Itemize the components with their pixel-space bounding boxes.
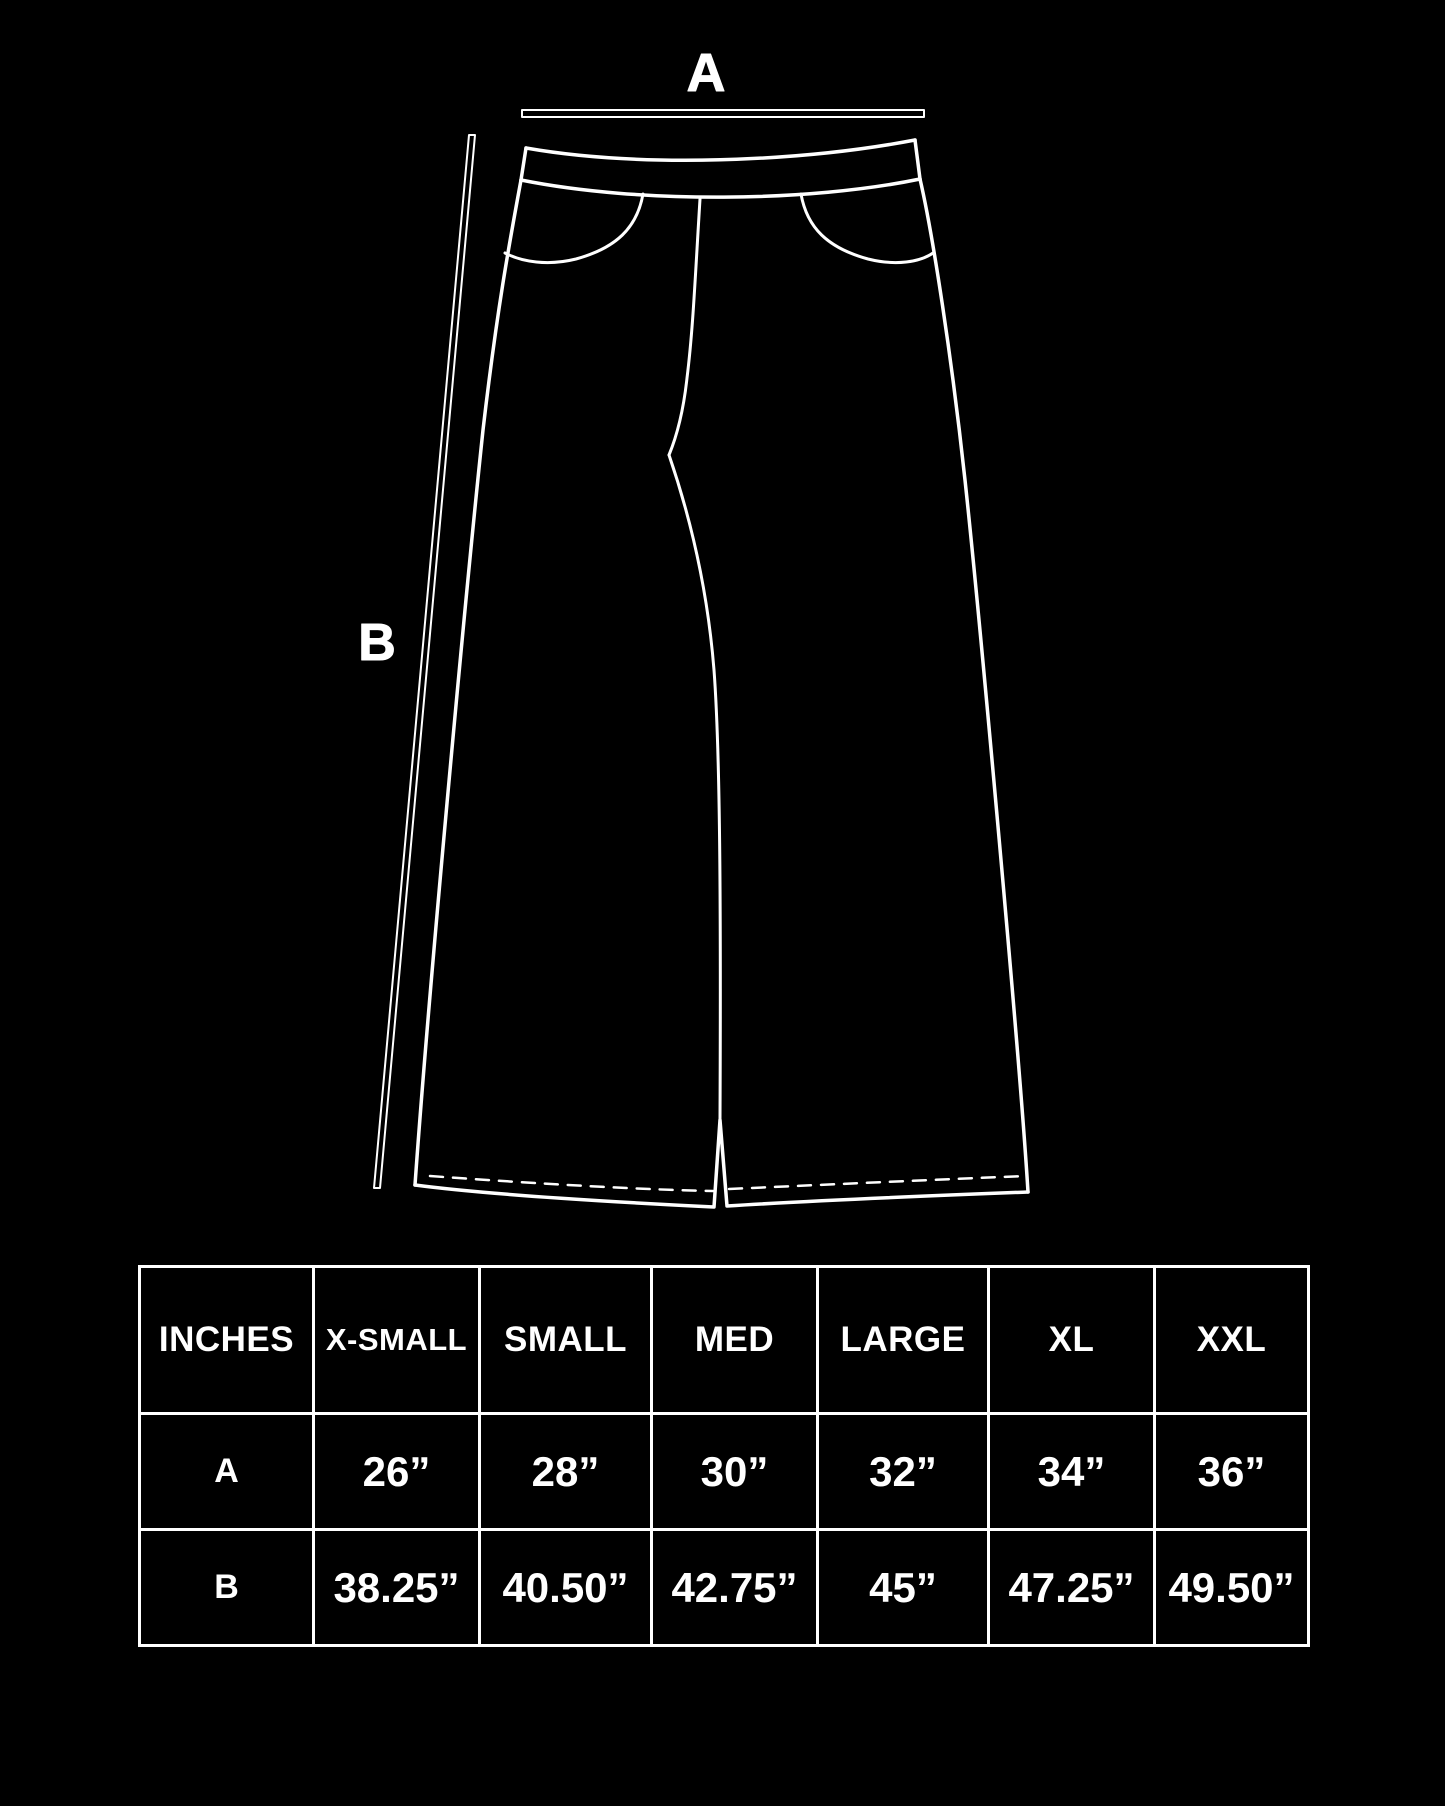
header-cell-xl: XL <box>987 1265 1156 1415</box>
cell-b-xsmall: 38.25” <box>312 1528 481 1647</box>
right-side-seam <box>918 177 1030 1194</box>
cell-a-large: 32” <box>816 1412 990 1531</box>
header-cell-xxl: XXL <box>1153 1265 1310 1415</box>
fly-center-seam <box>667 197 702 457</box>
waistband-bottom-edge <box>519 177 922 199</box>
header-cell-small: SMALL <box>478 1265 653 1415</box>
pants-diagram: A B <box>358 43 1030 1209</box>
row-b-label: B <box>138 1528 315 1647</box>
cell-b-med: 42.75” <box>650 1528 819 1647</box>
cell-b-large: 45” <box>816 1528 990 1647</box>
measurement-b-label: B <box>358 614 396 672</box>
cell-b-xl: 47.25” <box>987 1528 1156 1647</box>
size-chart-table: INCHES X-SMALL SMALL MED LARGE XL XXL A … <box>138 1265 1310 1647</box>
waistband-left-edge <box>519 146 528 182</box>
measurement-a-label: A <box>687 43 726 103</box>
hem-bottom-edge <box>413 1118 1030 1209</box>
table-row-b: B 38.25” 40.50” 42.75” 45” 47.25” 49.50” <box>138 1528 1310 1647</box>
waistband-right-edge <box>913 138 922 181</box>
measurement-b-line <box>373 134 476 1189</box>
cell-a-med: 30” <box>650 1412 819 1531</box>
measurement-a-line <box>521 109 925 118</box>
hem-stitch-dashed-line <box>428 1174 1028 1193</box>
left-pocket-curve <box>503 192 645 265</box>
header-row: INCHES X-SMALL SMALL MED LARGE XL XXL <box>138 1265 1310 1415</box>
header-cell-med: MED <box>650 1265 819 1415</box>
cell-b-xxl: 49.50” <box>1153 1528 1310 1647</box>
left-side-seam <box>413 178 523 1187</box>
header-cell-large: LARGE <box>816 1265 990 1415</box>
inseam-center-line <box>667 453 722 1122</box>
cell-a-xxl: 36” <box>1153 1412 1310 1531</box>
header-cell-inches: INCHES <box>138 1265 315 1415</box>
table-row-a: A 26” 28” 30” 32” 34” 36” <box>138 1412 1310 1531</box>
row-a-label: A <box>138 1412 315 1531</box>
cell-a-xsmall: 26” <box>312 1412 481 1531</box>
header-cell-xsmall: X-SMALL <box>312 1265 481 1415</box>
waistband-top-edge <box>524 138 917 162</box>
right-pocket-curve <box>799 192 935 265</box>
cell-a-xl: 34” <box>987 1412 1156 1531</box>
cell-a-small: 28” <box>478 1412 653 1531</box>
cell-b-small: 40.50” <box>478 1528 653 1647</box>
